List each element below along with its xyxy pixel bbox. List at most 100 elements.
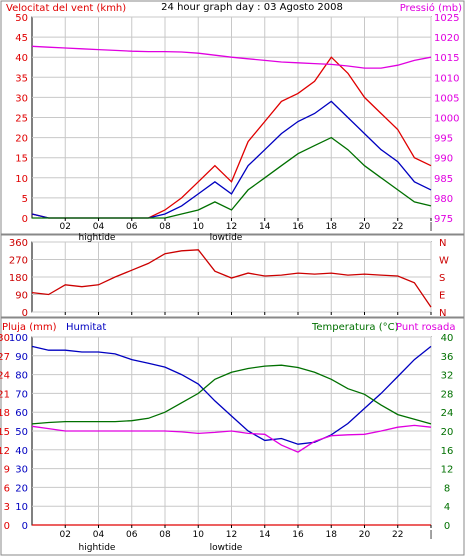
rain-ytick-label: 6: [4, 483, 10, 494]
direction-ytick-label: 360: [9, 238, 28, 249]
compass-tick-label: N: [439, 308, 446, 319]
pressure-ytick-label: 1025: [434, 13, 459, 24]
humidity-ytick-label: 90: [15, 352, 28, 363]
rain-ytick-label: 0: [4, 521, 10, 532]
humidity-temp-xtick-label: 14: [259, 530, 271, 540]
humidity-temp-xtick-label: 20: [359, 530, 371, 540]
rain-ytick-label: 30: [0, 333, 10, 344]
wind-xtick-label: |: [429, 222, 432, 232]
wind-xtick-label: 18: [326, 222, 338, 232]
wind-axis-title: Velocitat del vent (kmh): [6, 3, 126, 14]
humidity-ytick-label: 70: [15, 389, 28, 400]
lowtide-label-top: lowtide: [210, 233, 243, 243]
humidity-ytick-label: 50: [15, 427, 28, 438]
humidity-temp-xtick-label: 06: [126, 530, 138, 540]
rain-ytick-label: 9: [4, 465, 10, 476]
hightide-label-bottom: hightide: [79, 543, 116, 553]
direction-ytick-label: 270: [9, 256, 28, 267]
pressure-ytick-label: 995: [434, 134, 453, 145]
wind-xtick-label: 04: [93, 222, 105, 232]
rain-axis-title: Pluja (mm): [2, 322, 57, 333]
pressure-ytick-label: 975: [434, 214, 453, 225]
direction-ytick-label: 180: [9, 273, 28, 284]
humidity-ytick-label: 60: [15, 408, 28, 419]
humidity-series-line: [31, 345, 432, 445]
wind-xtick-label: 08: [159, 222, 171, 232]
hightide-label-top: hightide: [79, 233, 116, 243]
direction-ytick-label: 90: [15, 291, 28, 302]
dewpoint-series-line: [31, 424, 432, 453]
pressure-axis-title: Pressió (mb): [400, 2, 462, 14]
temperature-ytick-label: 32: [441, 371, 454, 382]
humidity-temp-xtick-label: 12: [226, 530, 237, 540]
humidity-ytick-label: 30: [15, 465, 28, 476]
wind-ytick-label: 45: [15, 33, 28, 44]
wind-xtick-label: 12: [226, 222, 237, 232]
temperature-ytick-label: 0: [444, 521, 450, 532]
pressure-ytick-label: 1000: [434, 114, 459, 125]
temperature-ytick-label: 20: [441, 427, 454, 438]
wind-ytick-label: 20: [15, 134, 28, 145]
temperature-ytick-label: 16: [441, 446, 454, 457]
pressure-ytick-label: 990: [434, 154, 453, 165]
lowtide-label-bottom: lowtide: [210, 543, 243, 553]
wind-ytick-label: 0: [22, 214, 28, 225]
top-section-border: [0, 0, 465, 235]
chart-title: 24 hour graph day : 03 Agosto 2008: [161, 2, 343, 13]
humidity-temp-xtick-label: 02: [60, 530, 71, 540]
direction-series-line: [31, 249, 432, 308]
temperature-ytick-label: 4: [444, 502, 450, 513]
humidity-temp-xtick-label: 10: [193, 530, 205, 540]
compass-tick-label: S: [439, 273, 445, 284]
bottom-section-border: [0, 317, 465, 556]
wind-xtick-label: 14: [259, 222, 271, 232]
wind-ytick-label: 50: [15, 13, 28, 24]
compass-tick-label: N: [439, 238, 446, 249]
dewpoint-axis-title: Punt rosada: [396, 322, 455, 333]
humidity-temp-xtick-label: 16: [292, 530, 304, 540]
rain-ytick-label: 15: [0, 427, 10, 438]
temperature-series-line: [31, 364, 432, 425]
temperature-ytick-label: 36: [441, 352, 454, 363]
humidity-ytick-label: 80: [15, 371, 28, 382]
wind-ytick-label: 15: [15, 154, 28, 165]
wind-ytick-label: 35: [15, 73, 28, 84]
humidity-ytick-label: 20: [15, 483, 28, 494]
temperature-ytick-label: 28: [441, 389, 454, 400]
direction-ytick-label: 0: [22, 308, 28, 319]
wind-xtick-label: 20: [359, 222, 371, 232]
wind-ytick-label: 40: [15, 53, 28, 64]
wind-xtick-label: 02: [60, 222, 71, 232]
middle-section-border: [0, 234, 465, 318]
humidity-temp-xtick-label: 22: [392, 530, 403, 540]
temperature-ytick-label: 40: [441, 333, 454, 344]
humidity-temp-xtick-label: |: [429, 530, 432, 540]
wind-xtick-label: 16: [292, 222, 304, 232]
pressure-ytick-label: 1020: [434, 33, 459, 44]
rain-ytick-label: 18: [0, 408, 10, 419]
wind-xtick-label: 10: [193, 222, 205, 232]
temperature-ytick-label: 24: [441, 408, 454, 419]
wind-xtick-label: 06: [126, 222, 138, 232]
rain-ytick-label: 21: [0, 389, 10, 400]
compass-tick-label: E: [439, 291, 445, 302]
rain-ytick-label: 12: [0, 446, 10, 457]
temperature-ytick-label: 8: [444, 483, 450, 494]
rain-ytick-label: 3: [4, 502, 10, 513]
humidity-temp-xtick-label: 08: [159, 530, 171, 540]
rain-ytick-label: 24: [0, 371, 10, 382]
pressure-ytick-label: 1010: [434, 73, 459, 84]
humidity-temp-xtick-label: 18: [326, 530, 338, 540]
pressure-ytick-label: 980: [434, 194, 453, 205]
pressure-ytick-label: 1015: [434, 53, 459, 64]
wind-ytick-label: 30: [15, 93, 28, 104]
wind-xtick-label: 22: [392, 222, 403, 232]
humidity-ytick-label: 0: [22, 521, 28, 532]
temperature-axis-title: Temperatura (°C): [311, 322, 399, 333]
wind-ytick-label: 5: [22, 194, 28, 205]
compass-tick-label: W: [439, 256, 449, 267]
temperature-ytick-label: 12: [441, 465, 454, 476]
humidity-temp-xtick-label: 04: [93, 530, 105, 540]
